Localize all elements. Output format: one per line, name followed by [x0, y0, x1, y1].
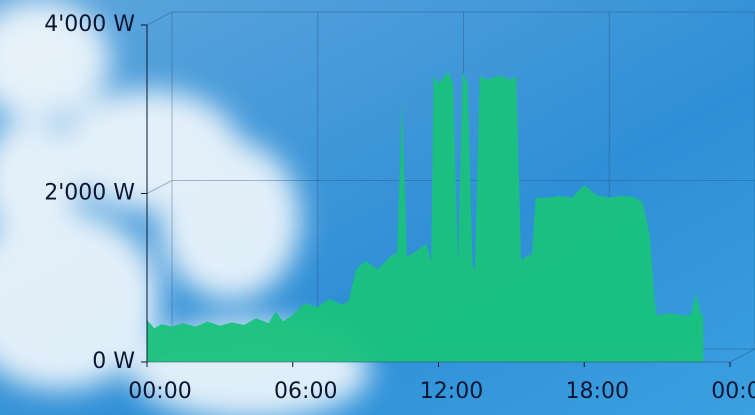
y-tick-label: 2'000 W	[44, 181, 135, 206]
chart: 0 W 2'000 W 4'000 W 00:00 06:00 12:00 18:00 00:…	[0, 0, 755, 415]
x-tick-label: 06:00	[274, 379, 337, 404]
x-tick-label: 18:00	[566, 379, 629, 404]
y-tick-label: 4'000 W	[44, 12, 135, 37]
x-tick-label: 00:00	[711, 379, 755, 404]
x-tick-label: 00:00	[128, 379, 191, 404]
x-tick-label: 12:00	[420, 379, 483, 404]
y-tick-label: 0 W	[92, 349, 135, 374]
